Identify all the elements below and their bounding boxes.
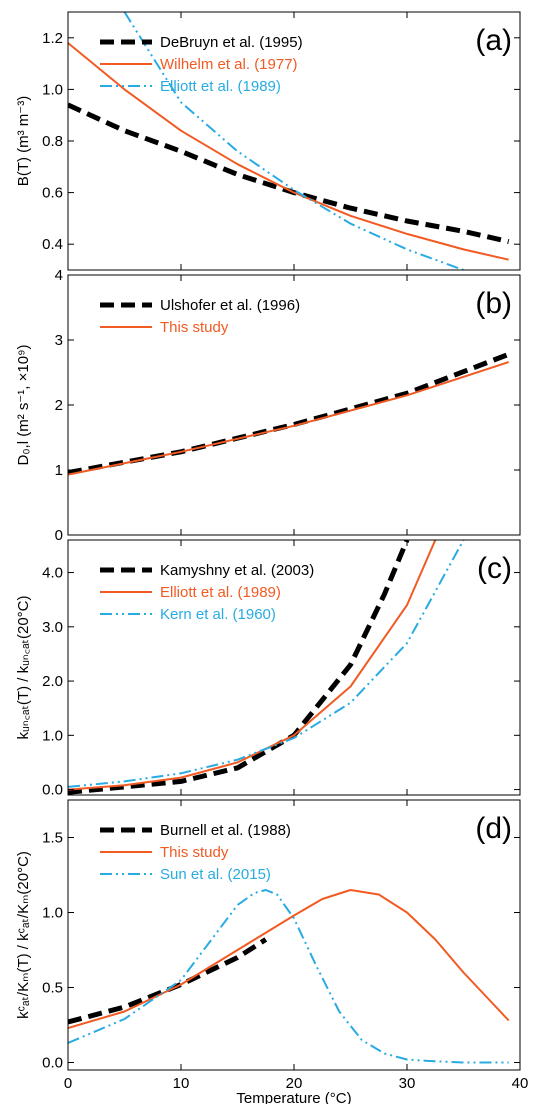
y-tick-label: 1.0 xyxy=(42,905,63,922)
y-tick-label: 4 xyxy=(55,267,63,284)
y-axis-label: kᵤₙ꜀ₐₜ(T) / kᵤₙ꜀ₐₜ(20°C) xyxy=(15,596,32,740)
legend-label-3: Kern et al. (1960) xyxy=(160,606,276,623)
y-tick-label: 4.0 xyxy=(42,565,63,582)
series-group xyxy=(68,889,510,1064)
y-tick-label: 1.0 xyxy=(42,727,63,744)
legend-label-1: DeBruyn et al. (1995) xyxy=(160,34,303,51)
legend-label-2: Elliott et al. (1989) xyxy=(160,584,281,601)
x-tick-label: 20 xyxy=(286,1075,303,1092)
y-tick-label: 1.2 xyxy=(42,30,63,47)
y-axis-label: kᶜₐₜ/Kₘ(T) / kᶜₐₜ/Kₘ(20°C) xyxy=(15,851,32,1019)
legend-label-2: Wilhelm et al. (1977) xyxy=(160,56,298,73)
legend-label-2: This study xyxy=(160,319,229,336)
series-line-3 xyxy=(123,12,464,270)
panel-c: 0.0 1.0 2.0 3.0 4.0 kᵤₙ꜀ₐₜ(T) / kᵤₙ꜀ₐₜ(20°C) (… xyxy=(15,539,521,799)
y-tick-label: 0.5 xyxy=(42,980,63,997)
series-line-3 xyxy=(68,540,465,788)
series-group xyxy=(68,12,510,270)
series-line-1 xyxy=(68,540,410,795)
y-tick-label: 0.8 xyxy=(42,133,63,150)
series-line-2 xyxy=(68,361,510,476)
y-tick-label: 0.0 xyxy=(42,1055,63,1072)
x-tick-label: 10 xyxy=(173,1075,190,1092)
plot-frame xyxy=(67,274,521,536)
x-tick-label: 30 xyxy=(399,1075,416,1092)
y-tick-label: 0.0 xyxy=(42,782,63,799)
y-tick-label: 2 xyxy=(55,397,63,414)
x-tick-label: 0 xyxy=(64,1075,72,1092)
series-line-2 xyxy=(68,42,509,261)
y-tick-label: 0 xyxy=(55,527,63,544)
series-line-1 xyxy=(68,102,510,245)
legend-label-1: Burnell et al. (1988) xyxy=(160,822,291,839)
y-axis-label: B(T) (m³ m⁻³) xyxy=(15,96,32,186)
y-tick-label: 1.5 xyxy=(42,830,63,847)
x-tick-label: 40 xyxy=(512,1075,529,1092)
y-tick-label: 1 xyxy=(55,462,63,479)
x-axis-label: Temperature (°C) xyxy=(236,1090,351,1104)
series-line-1 xyxy=(68,351,510,476)
series-group xyxy=(68,351,510,476)
panel-tag: (b) xyxy=(475,287,512,320)
series-group xyxy=(68,540,465,795)
panel-d: 0.0 0.5 1.0 1.5 0 10 20 30 40 Temperature (°C) kᶜₐ… xyxy=(15,799,529,1104)
y-tick-label: 1.0 xyxy=(42,81,63,98)
y-tick-label: 0.6 xyxy=(42,185,63,202)
panel-b: 0 1 2 3 4 D₀,l (m² s⁻¹, ×10⁹) (b) Ulshofer et a… xyxy=(15,267,521,544)
y-axis-label: D₀,l (m² s⁻¹, ×10⁹) xyxy=(15,345,32,466)
panel-tag: (d) xyxy=(475,812,512,845)
legend-label-3: Elliott et al. (1989) xyxy=(160,78,281,95)
y-tick-label: 0.4 xyxy=(42,236,63,253)
y-tick-label: 3.0 xyxy=(42,619,63,636)
plot-frame xyxy=(67,799,521,1071)
panel-a: 0.4 0.6 0.8 1.0 1.2 B(T) (m³ m⁻³) (a) DeBruyn e… xyxy=(15,11,521,271)
y-tick-label: 2.0 xyxy=(42,673,63,690)
series-line-2 xyxy=(68,889,510,1029)
series-line-3 xyxy=(68,889,509,1064)
legend-label-1: Ulshofer et al. (1996) xyxy=(160,297,300,314)
y-tick-label: 3 xyxy=(55,332,63,349)
panel-tag: (a) xyxy=(475,24,512,57)
legend-label-3: Sun et al. (2015) xyxy=(160,866,271,883)
panel-tag: (c) xyxy=(477,552,512,585)
series-line-1 xyxy=(68,937,268,1025)
legend-label-2: This study xyxy=(160,844,229,861)
legend-label-1: Kamyshny et al. (2003) xyxy=(160,562,314,579)
